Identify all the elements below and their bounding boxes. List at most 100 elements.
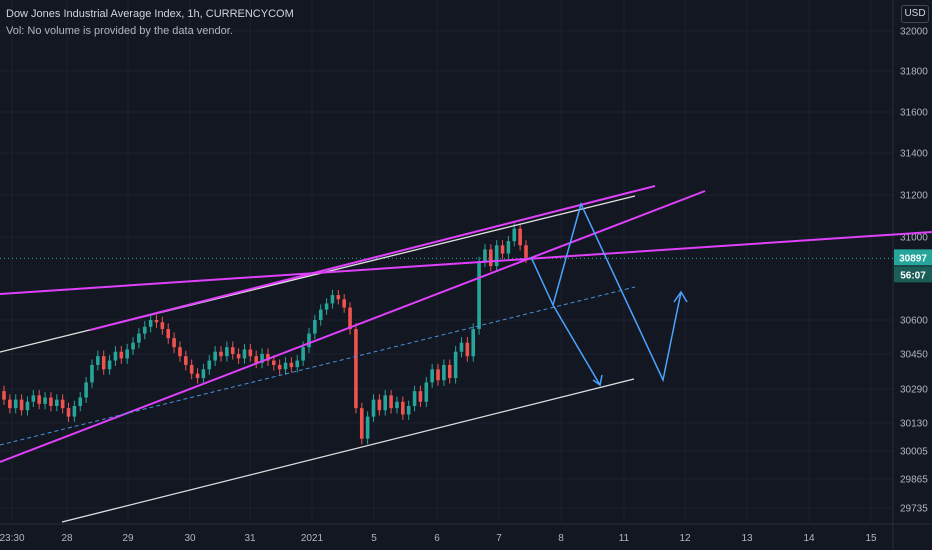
candle-body	[113, 351, 118, 361]
y-tick-label: 30005	[900, 447, 928, 458]
candle-body	[494, 245, 499, 267]
chart-title: Dow Jones Industrial Average Index, 1h, …	[6, 8, 294, 20]
candle-body	[424, 382, 429, 402]
candle-body	[49, 397, 53, 406]
x-tick-label: 31	[244, 533, 256, 544]
candle-body	[436, 369, 440, 381]
candle-body	[60, 399, 65, 409]
candle-body	[266, 354, 270, 361]
candle-body	[254, 356, 259, 363]
currency-button[interactable]: USD	[901, 5, 929, 23]
last-price-tag	[894, 249, 932, 266]
x-tick-label: 29	[122, 533, 134, 544]
y-tick-label: 30130	[900, 419, 928, 430]
x-tick-label: 30	[184, 533, 196, 544]
y-tick-label: 29735	[900, 504, 928, 515]
candle-body	[301, 347, 305, 361]
candle-body	[72, 406, 77, 417]
candle-body	[371, 399, 376, 417]
x-tick-label: 14	[803, 533, 815, 544]
candle-body	[383, 395, 388, 411]
candle-body	[43, 397, 47, 404]
candle-body	[189, 364, 194, 374]
y-tick-label: 30290	[900, 385, 928, 396]
candle-body	[453, 351, 458, 379]
volume-note: Vol: No volume is provided by the data v…	[6, 25, 233, 37]
candle-body	[500, 245, 505, 254]
x-tick-label: 6	[434, 533, 440, 544]
y-tick-label: 31000	[900, 233, 928, 244]
candle-body	[318, 309, 323, 320]
projection-path-swing	[552, 201, 682, 383]
candle-body	[365, 416, 370, 439]
y-tick-label: 30450	[900, 350, 928, 361]
candle-body	[506, 241, 511, 254]
candle-body	[518, 228, 522, 246]
candle-body	[465, 342, 470, 357]
candle-body	[377, 399, 382, 411]
x-tick-label: 11	[619, 533, 630, 544]
flat-magenta-line	[0, 231, 932, 295]
candle-body	[207, 360, 212, 370]
candle-body	[271, 360, 276, 365]
candle-body	[483, 249, 487, 262]
candle-body	[313, 320, 317, 334]
candle-body	[219, 351, 223, 357]
candle-body	[166, 329, 171, 339]
candle-body	[459, 342, 464, 352]
candle-body	[389, 395, 393, 409]
candle-body	[260, 354, 264, 363]
candle-body	[96, 356, 100, 365]
y-tick-label: 29865	[900, 475, 928, 486]
candle-body	[13, 399, 18, 409]
candle-body	[412, 391, 417, 406]
candle-body	[119, 351, 124, 359]
candle-body	[66, 408, 71, 417]
candle-body	[336, 295, 341, 300]
candle-body	[142, 326, 147, 334]
last-price-value: 30897	[899, 253, 927, 264]
candle-body	[195, 373, 200, 379]
x-tick-label: 23:30	[0, 533, 25, 544]
upper-magenta-line	[89, 185, 656, 331]
candle-body	[401, 401, 405, 415]
candle-body	[131, 342, 135, 350]
candle-body	[137, 333, 141, 343]
candle-body	[359, 408, 364, 439]
candle-body	[489, 249, 493, 267]
candle-body	[295, 360, 300, 368]
rising-magenta-line	[0, 190, 706, 463]
candle-body	[54, 399, 59, 406]
candle-body	[406, 406, 411, 415]
x-tick-label: 5	[371, 533, 377, 544]
candle-body	[248, 349, 253, 357]
candle-body	[107, 360, 112, 370]
candle-body	[307, 333, 311, 348]
candle-body	[178, 347, 182, 357]
x-tick-label: 13	[741, 533, 753, 544]
candle-body	[230, 347, 235, 354]
y-tick-label: 31800	[900, 67, 928, 78]
candle-body	[101, 356, 106, 370]
candle-body	[354, 329, 358, 409]
candle-body	[125, 349, 129, 359]
y-tick-label: 32000	[900, 27, 928, 38]
y-tick-label: 31400	[900, 149, 928, 160]
candle-body	[2, 391, 6, 400]
candle-body	[348, 307, 352, 330]
candle-body	[154, 320, 159, 323]
x-tick-label: 2021	[301, 533, 324, 544]
x-tick-label: 7	[496, 533, 502, 544]
projection-arrow-down	[592, 374, 603, 387]
candle-body	[90, 364, 94, 383]
y-tick-label: 31600	[900, 108, 928, 119]
candle-body	[418, 391, 423, 402]
candle-body	[524, 245, 528, 258]
candle-body	[442, 364, 446, 381]
projection-arrow-up	[673, 290, 688, 303]
candle-body	[8, 399, 12, 409]
lower-channel-line	[61, 378, 635, 523]
x-tick-label: 8	[558, 533, 564, 544]
